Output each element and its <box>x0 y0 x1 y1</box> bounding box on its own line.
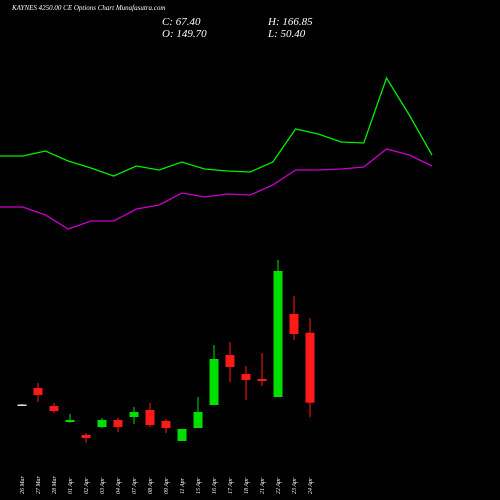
x-tick-label: 23 Apr <box>292 477 298 494</box>
candle-body <box>129 411 139 417</box>
x-tick-label: 03 Apr <box>100 477 106 494</box>
indicator-line <box>0 76 433 177</box>
x-tick-label: 22 Apr <box>276 477 282 494</box>
x-tick-label: 11 Apr <box>180 477 186 494</box>
candle-body <box>289 313 299 335</box>
x-tick-label: 26 Mar <box>20 476 26 494</box>
indicator-line <box>0 148 433 230</box>
candle-body <box>305 332 315 403</box>
candle-body <box>225 355 235 368</box>
candle-body <box>81 435 91 438</box>
x-tick-label: 27 Mar <box>36 476 42 494</box>
candle-body <box>257 378 267 382</box>
x-tick-label: 07 Apr <box>132 477 138 494</box>
candle-body <box>65 419 75 423</box>
candle-body <box>209 359 219 406</box>
candle-body <box>241 373 251 381</box>
ohlc-label: H: 166.85 <box>267 16 313 28</box>
candle-body <box>33 388 43 395</box>
x-tick-label: 24 Apr <box>307 477 314 494</box>
candle-body <box>113 419 123 428</box>
candle-body <box>273 270 283 398</box>
x-tick-label: 08 Apr <box>148 477 154 494</box>
x-tick-label: 17 Apr <box>228 477 234 494</box>
ohlc-label: L: 50.40 <box>267 28 306 40</box>
candle-body <box>193 411 203 429</box>
chart-title: KAYNES 4250.00 CE Options Chart Munafasu… <box>11 4 165 12</box>
x-tick-label: 01 Apr <box>68 477 74 494</box>
x-tick-label: 02 Apr <box>84 477 90 494</box>
x-tick-label: 09 Apr <box>164 477 170 494</box>
x-tick-label: 18 Apr <box>244 477 250 494</box>
candle-body <box>49 406 59 412</box>
x-tick-label: 15 Apr <box>196 477 202 494</box>
ohlc-label: C: 67.40 <box>162 16 201 28</box>
x-tick-label: 16 Apr <box>212 477 218 494</box>
x-tick-label: 04 Apr <box>115 477 122 494</box>
candle-body <box>97 419 107 428</box>
ohlc-label: O: 149.70 <box>162 28 207 40</box>
candle-body <box>17 404 27 406</box>
candle-body <box>161 420 171 429</box>
candle-body <box>145 410 155 425</box>
x-tick-label: 21 Apr <box>260 477 266 494</box>
x-tick-label: 28 Mar <box>52 476 58 494</box>
candle-body <box>177 428 187 441</box>
